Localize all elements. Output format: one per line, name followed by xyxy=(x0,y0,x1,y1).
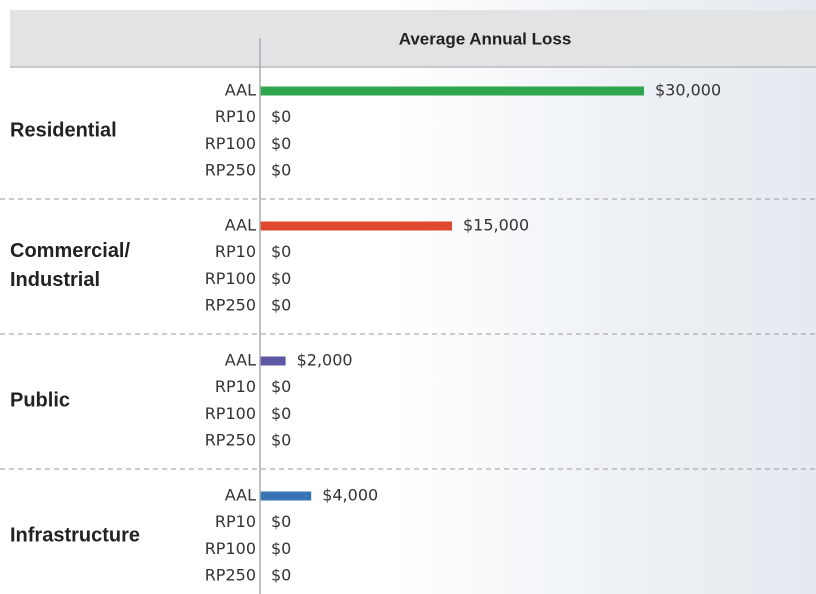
value-label: $0 xyxy=(271,269,291,288)
value-label: $15,000 xyxy=(463,216,529,235)
chart-title: Average Annual Loss xyxy=(399,29,572,48)
group-label: Commercial/ Industrial xyxy=(10,240,131,292)
value-label: $30,000 xyxy=(655,81,721,100)
row-label: AAL xyxy=(225,351,256,370)
row-label: AAL xyxy=(225,486,256,505)
row-label: RP10 xyxy=(215,242,256,261)
group-label: Residential xyxy=(10,119,117,142)
value-label: $0 xyxy=(271,431,291,450)
value-label: $0 xyxy=(271,134,291,153)
row-label: RP100 xyxy=(205,269,256,288)
value-label: $0 xyxy=(271,107,291,126)
value-label: $0 xyxy=(271,566,291,585)
value-label: $0 xyxy=(271,404,291,423)
row-label: RP10 xyxy=(215,512,256,531)
row-label: AAL xyxy=(225,216,256,235)
value-label: $0 xyxy=(271,296,291,315)
row-label: RP100 xyxy=(205,539,256,558)
row-label: RP250 xyxy=(205,431,256,450)
row-label: RP250 xyxy=(205,161,256,180)
bar xyxy=(260,221,452,231)
bar xyxy=(260,86,644,96)
group-label: Infrastructure xyxy=(10,524,141,547)
group-label: Public xyxy=(10,389,71,412)
value-label: $0 xyxy=(271,242,291,261)
value-label: $0 xyxy=(271,377,291,396)
value-label: $0 xyxy=(271,539,291,558)
value-label: $0 xyxy=(271,512,291,531)
header-band xyxy=(10,10,816,67)
bar xyxy=(260,491,312,501)
row-label: RP250 xyxy=(205,296,256,315)
row-label: RP100 xyxy=(205,134,256,153)
value-label: $0 xyxy=(271,161,291,180)
value-label: $2,000 xyxy=(297,351,353,370)
row-label: RP100 xyxy=(205,404,256,423)
row-label: RP10 xyxy=(215,107,256,126)
value-label: $4,000 xyxy=(322,486,378,505)
row-label: AAL xyxy=(225,81,256,100)
row-label: RP250 xyxy=(205,566,256,585)
row-label: RP10 xyxy=(215,377,256,396)
bar xyxy=(260,356,286,366)
